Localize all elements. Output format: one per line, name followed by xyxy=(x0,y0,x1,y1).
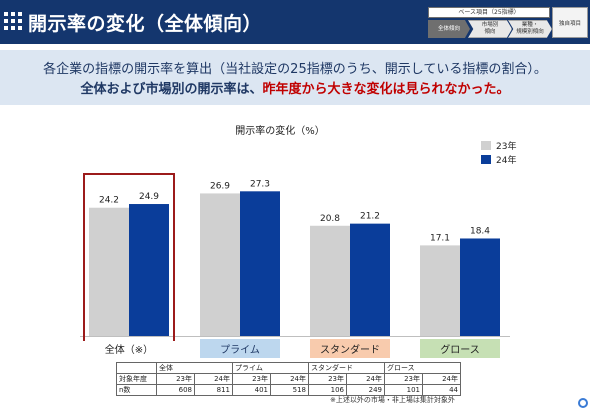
data-label-2-1: 21.2 xyxy=(360,212,380,222)
category-label-growth: グロース xyxy=(420,339,500,358)
page-title: 開示率の変化（全体傾向） xyxy=(28,13,263,35)
table-cell: 106 xyxy=(308,384,347,396)
table-year-label: 対象年度 xyxy=(116,373,157,385)
table-cell: 518 xyxy=(270,384,309,396)
bar-3-0 xyxy=(420,245,460,336)
legend-swatch-1 xyxy=(481,155,491,164)
table-group-all: 全体 xyxy=(156,362,233,374)
data-label-0-1: 24.9 xyxy=(139,192,159,202)
table-header-row: 全体 プライム スタンダード グロース xyxy=(116,362,461,374)
breadcrumb-extra: 独自項目 xyxy=(552,7,588,38)
legend-label-1: 24年 xyxy=(496,154,516,166)
table-cell: 608 xyxy=(156,384,195,396)
summary-band: 各企業の指標の開示率を算出（当社設定の25指標のうち、開示している指標の割合）。… xyxy=(0,50,590,105)
breadcrumb-step-overall: 全体傾向 xyxy=(428,20,470,38)
chart-title: 開示率の変化（%） xyxy=(235,126,325,137)
table-cell: 24年 xyxy=(422,373,461,385)
data-label-1-1: 27.3 xyxy=(250,179,270,189)
summary-line2: 全体および市場別の開示率は、昨年度から大きな変化は見られなかった。 xyxy=(0,78,590,97)
table-n-label: n数 xyxy=(116,384,157,396)
table-cell: 811 xyxy=(194,384,233,396)
breadcrumb-step-market: 市場別 傾向 xyxy=(468,20,512,38)
summary-particle: は、 xyxy=(236,82,263,97)
table-group-growth: グロース xyxy=(384,362,461,374)
summary-emphasis-2: 昨年度から大きな変化は見られなかった。 xyxy=(262,82,510,97)
legend-swatch-0 xyxy=(481,141,491,150)
table-group-prime: プライム xyxy=(232,362,309,374)
table-cell: 249 xyxy=(346,384,385,396)
data-label-2-0: 20.8 xyxy=(320,214,340,224)
bar-1-0 xyxy=(200,193,240,336)
grid-icon xyxy=(4,12,22,30)
data-label-0-0: 24.2 xyxy=(99,196,119,206)
table-cell: 24年 xyxy=(270,373,309,385)
table-cell: 44 xyxy=(422,384,461,396)
table-cell: 401 xyxy=(232,384,271,396)
table-corner xyxy=(116,362,157,374)
footnote: ※上述以外の市場・非上場は集計対象外 xyxy=(330,396,455,404)
category-label-prime: プライム xyxy=(200,339,280,358)
table-cell: 24年 xyxy=(194,373,233,385)
bar-3-1 xyxy=(460,238,500,336)
summary-emphasis-1: 全体および市場別の開示率 xyxy=(80,82,237,97)
table-cell: 23年 xyxy=(156,373,195,385)
table-cell: 24年 xyxy=(346,373,385,385)
table-n-row: n数 608 811 401 518 106 249 101 44 xyxy=(116,384,461,396)
breadcrumb-top-label: ベース項目（25指標） xyxy=(428,7,550,18)
bar-2-1 xyxy=(350,223,390,336)
table-cell: 23年 xyxy=(308,373,347,385)
table-group-standard: スタンダード xyxy=(308,362,385,374)
data-label-3-1: 18.4 xyxy=(470,226,490,236)
page-indicator-icon xyxy=(578,398,588,408)
table-cell: 101 xyxy=(384,384,423,396)
bar-0-0 xyxy=(89,207,129,336)
bar-2-0 xyxy=(310,225,350,336)
data-label-3-0: 17.1 xyxy=(430,233,450,243)
category-label-standard: スタンダード xyxy=(310,339,390,358)
category-label-all: 全体（※） xyxy=(85,339,173,358)
bar-0-1 xyxy=(129,204,169,336)
table-year-row: 対象年度 23年 24年 23年 24年 23年 24年 23年 24年 xyxy=(116,373,461,385)
table-cell: 23年 xyxy=(232,373,271,385)
table-cell: 23年 xyxy=(384,373,423,385)
data-label-1-0: 26.9 xyxy=(210,181,230,191)
sample-size-table: 全体 プライム スタンダード グロース 対象年度 23年 24年 23年 24年… xyxy=(116,362,461,396)
summary-line1: 各企業の指標の開示率を算出（当社設定の25指標のうち、開示している指標の割合）。 xyxy=(43,62,547,77)
legend-label-0: 23年 xyxy=(496,140,516,152)
bar-1-1 xyxy=(240,191,280,336)
